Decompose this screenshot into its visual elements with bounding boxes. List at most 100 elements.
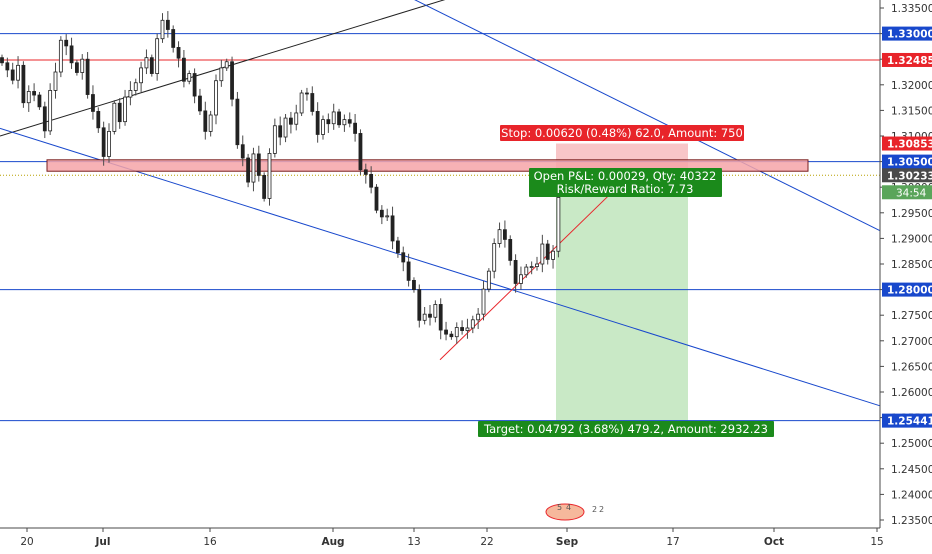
candle — [256, 145, 261, 182]
candle-body — [230, 61, 234, 100]
price-label[interactable]: 1.30500 — [882, 154, 932, 169]
event-flag-icon[interactable]: 5 4 2 2 — [545, 503, 604, 521]
price-label[interactable]: 1.25441 — [882, 413, 932, 428]
candle — [497, 222, 502, 248]
y-tick-label: 1.29500 — [891, 208, 932, 220]
candle — [460, 320, 465, 335]
candle-body — [470, 319, 475, 329]
candle-body — [288, 117, 293, 125]
candle — [112, 100, 117, 135]
candle — [395, 236, 400, 258]
candle — [160, 13, 165, 43]
candle — [165, 11, 170, 38]
svg-text:4: 4 — [566, 503, 571, 512]
candle-body — [139, 67, 144, 84]
svg-text:5: 5 — [557, 503, 562, 512]
candle-body — [48, 90, 53, 132]
candle — [551, 245, 555, 269]
countdown-text: 34:54 — [896, 187, 927, 199]
candle — [412, 277, 416, 293]
countdown-label: 34:54 — [882, 185, 932, 200]
candle — [502, 220, 507, 248]
candle-body — [171, 29, 176, 48]
candle — [144, 49, 149, 75]
channel-desc-bottom-line[interactable] — [0, 127, 881, 407]
candle — [476, 308, 481, 330]
candle — [198, 88, 202, 116]
resistance-zone[interactable] — [46, 159, 809, 172]
candle-body — [395, 240, 400, 254]
candle — [181, 49, 186, 88]
candle — [26, 85, 31, 112]
pnl-label-line-2: Risk/Reward Ratio: 7.73 — [557, 182, 694, 196]
candle — [406, 253, 411, 287]
price-label[interactable]: 1.30853 — [882, 136, 932, 151]
target-label-bg — [478, 421, 774, 437]
x-tick-label: 17 — [666, 536, 679, 548]
candle — [535, 256, 539, 271]
candle-body — [75, 62, 79, 73]
candle-body — [58, 39, 63, 73]
candle-body — [53, 71, 58, 91]
pnl-label-bg — [529, 168, 722, 197]
candle — [390, 206, 395, 250]
channel-upper-line[interactable] — [0, 0, 880, 137]
price-label-bg — [882, 168, 932, 183]
candle — [315, 102, 320, 143]
candle-body — [235, 98, 240, 146]
candle-body — [37, 94, 42, 108]
candle-body — [481, 288, 486, 315]
svg-text:2: 2 — [599, 505, 604, 514]
candle — [492, 238, 497, 279]
candle-body — [374, 186, 379, 211]
candle-body — [310, 93, 315, 112]
candle — [283, 113, 288, 143]
target-label[interactable]: Target: 0.04792 (3.68%) 479.2, Amount: 2… — [478, 421, 774, 437]
candle-body — [26, 91, 31, 104]
candle-body — [449, 333, 454, 338]
target-label-text: Target: 0.04792 (3.68%) 479.2, Amount: 2… — [483, 422, 768, 436]
candle — [299, 89, 304, 117]
pnl-label[interactable]: Open P&L: 0.00029, Qty: 40322Risk/Reward… — [529, 168, 722, 197]
candle — [80, 54, 85, 80]
y-axis[interactable]: 1.335001.330001.325001.320001.315001.310… — [880, 3, 932, 527]
candle — [203, 101, 208, 140]
price-label-bg — [882, 136, 932, 151]
price-label-bg — [882, 154, 932, 169]
candle — [278, 116, 283, 146]
y-tick-label: 1.27000 — [891, 336, 932, 348]
price-label[interactable]: 1.28000 — [882, 282, 932, 297]
candle — [545, 239, 550, 265]
candle-body — [492, 243, 497, 272]
candle — [224, 58, 229, 71]
candle-body — [321, 119, 325, 135]
y-tick-label: 1.31500 — [891, 105, 932, 117]
candle-body — [444, 329, 448, 335]
stop-label[interactable]: Stop: 0.00620 (0.48%) 62.0, Amount: 750 — [500, 125, 744, 141]
candle — [310, 86, 315, 116]
price-label[interactable]: 1.32485 — [882, 52, 932, 67]
candle-body — [363, 169, 368, 175]
y-tick-label: 1.23500 — [891, 515, 932, 527]
candle — [16, 56, 20, 89]
candle — [433, 300, 438, 323]
countdown-bg — [882, 185, 932, 200]
price-label[interactable]: 1.33000 — [882, 26, 932, 41]
price-label[interactable]: 1.30233 — [882, 168, 932, 183]
candle — [347, 112, 352, 128]
y-tick-label: 1.26500 — [891, 361, 932, 373]
candle — [513, 254, 518, 293]
candle-body — [80, 58, 85, 73]
candle-body — [69, 45, 74, 64]
candle-body — [91, 94, 95, 112]
candle-body — [0, 57, 4, 64]
candle-body — [10, 69, 15, 81]
candle-body — [101, 127, 106, 157]
candle — [486, 268, 491, 293]
candle — [508, 235, 513, 266]
x-tick-label: 16 — [203, 536, 217, 548]
x-axis[interactable]: 20 Jul 16 Aug 13 22 Sep 17 Oct 15 — [20, 528, 884, 548]
candle-body — [85, 58, 90, 95]
y-tick-label: 1.24500 — [891, 464, 932, 476]
